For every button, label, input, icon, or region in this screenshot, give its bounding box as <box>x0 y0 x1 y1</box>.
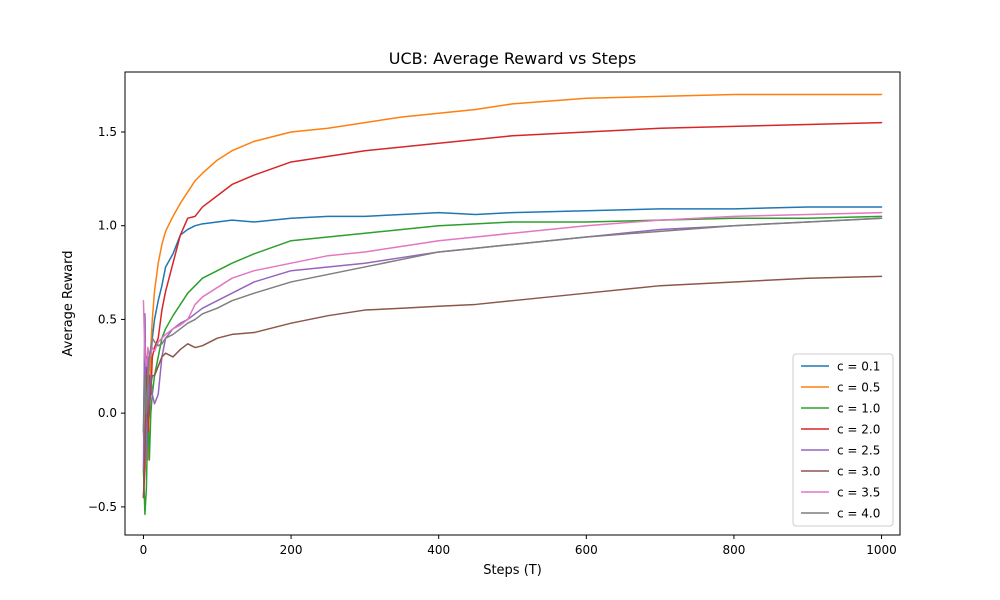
legend-frame <box>792 353 894 527</box>
y-axis-label: Average Reward <box>61 251 76 357</box>
x-axis-label: Steps (T) <box>483 563 542 578</box>
x-tick-label: 1000 <box>866 543 897 557</box>
y-tick-label: 0.0 <box>98 406 117 420</box>
x-tick-label: 800 <box>722 543 745 557</box>
x-tick-label: 200 <box>280 543 303 557</box>
plot-area-frame <box>124 71 901 536</box>
y-tick-label: 0.5 <box>98 312 117 326</box>
y-tick-label: 1.5 <box>98 125 117 139</box>
series-line-7 <box>142 211 883 368</box>
legend-label-6: c = 3.0 <box>837 465 880 479</box>
series-line-8 <box>142 217 883 433</box>
legend-label-1: c = 0.1 <box>837 360 880 374</box>
y-axis-ticks: −0.5 0.0 0.5 1.0 1.5 <box>88 125 125 514</box>
legend-label-2: c = 0.5 <box>837 381 880 395</box>
x-tick-label: 600 <box>575 543 598 557</box>
series-line-6 <box>142 275 883 499</box>
legend-label-5: c = 2.5 <box>837 444 880 458</box>
chart-title: UCB: Average Reward vs Steps <box>389 49 636 68</box>
x-tick-label: 400 <box>427 543 450 557</box>
y-tick-label: 1.0 <box>98 219 117 233</box>
legend-label-4: c = 2.0 <box>837 423 880 437</box>
legend: c = 0.1 c = 0.5 c = 1.0 c = 2.0 c = 2.5 c = 3… <box>792 353 894 527</box>
series-layer <box>142 93 883 516</box>
legend-label-7: c = 3.5 <box>837 486 880 500</box>
x-axis-ticks: 0 200 400 600 800 1000 <box>140 535 897 557</box>
x-tick-label: 0 <box>140 543 148 557</box>
series-line-3 <box>142 215 883 516</box>
y-tick-label: −0.5 <box>88 500 117 514</box>
legend-label-8: c = 4.0 <box>837 507 880 521</box>
legend-label-3: c = 1.0 <box>837 402 880 416</box>
